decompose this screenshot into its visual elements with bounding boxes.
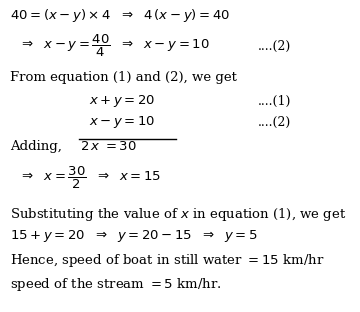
Text: Adding,: Adding, [10, 140, 62, 153]
Text: From equation (1) and (2), we get: From equation (1) and (2), we get [10, 71, 237, 84]
Text: $\Rightarrow$  $x = \dfrac{30}{2}$  $\Rightarrow$  $x = 15$: $\Rightarrow$ $x = \dfrac{30}{2}$ $\Righ… [19, 165, 161, 191]
Text: ....(2): ....(2) [258, 40, 291, 53]
Text: Substituting the value of $x$ in equation (1), we get: Substituting the value of $x$ in equatio… [10, 206, 347, 223]
Text: speed of the stream $= 5$ km/hr.: speed of the stream $= 5$ km/hr. [10, 276, 222, 293]
Text: $15 + y = 20$  $\Rightarrow$  $y = 20-15$  $\Rightarrow$  $y = 5$: $15 + y = 20$ $\Rightarrow$ $y = 20-15$ … [10, 228, 258, 244]
Text: ....(1): ....(1) [258, 95, 291, 107]
Text: $40 = (x-y) \times 4$  $\Rightarrow$  $4\,(x-y) = 40$: $40 = (x-y) \times 4$ $\Rightarrow$ $4\,… [10, 7, 230, 24]
Text: $x + y = 20$: $x + y = 20$ [89, 93, 155, 109]
Text: Hence, speed of boat in still water $= 15$ km/hr: Hence, speed of boat in still water $= 1… [10, 252, 325, 269]
Text: ....(2): ....(2) [258, 115, 291, 129]
Text: $\Rightarrow$  $x - y = \dfrac{40}{4}$  $\Rightarrow$  $x - y = 10$: $\Rightarrow$ $x - y = \dfrac{40}{4}$ $\… [19, 33, 210, 59]
Text: $x - y = 10$: $x - y = 10$ [89, 114, 155, 130]
Text: $2\,x \ = 30$: $2\,x \ = 30$ [80, 140, 137, 153]
